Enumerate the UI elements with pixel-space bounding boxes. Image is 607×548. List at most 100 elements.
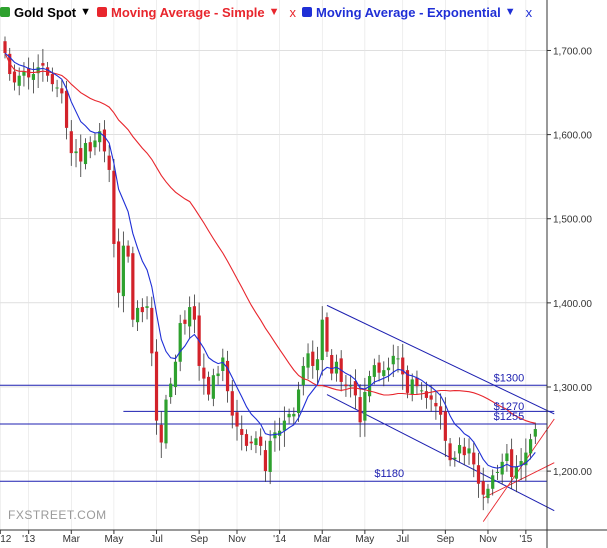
sma-swatch-icon xyxy=(97,7,107,17)
candle-body xyxy=(17,75,21,86)
candle-body xyxy=(112,170,116,244)
candle-body xyxy=(476,465,481,484)
candle-body xyxy=(344,384,348,387)
level-label: $1255 xyxy=(494,411,525,423)
candle-body xyxy=(273,432,277,439)
x-tick-label: Jul xyxy=(150,534,163,545)
candle-body xyxy=(154,351,159,421)
candle-body xyxy=(349,385,353,387)
candle-body xyxy=(457,445,462,454)
candle-body xyxy=(79,148,83,162)
level-label: $1300 xyxy=(494,372,525,384)
candle-body xyxy=(481,481,485,495)
watermark: FXSTREET.COM xyxy=(8,508,107,522)
candle-body xyxy=(244,434,249,446)
moving-averages xyxy=(4,52,536,469)
candle-body xyxy=(93,140,97,148)
ema-selector[interactable]: Moving Average - Exponential ▼ x xyxy=(302,5,532,20)
candle-body xyxy=(211,375,215,399)
candle-body xyxy=(121,245,125,297)
candle-body xyxy=(315,359,320,371)
candle-body xyxy=(235,412,239,427)
candle-body xyxy=(249,441,253,444)
candle-body xyxy=(420,390,424,392)
sma-close-icon[interactable]: x xyxy=(289,4,297,20)
candle-body xyxy=(55,87,59,89)
y-tick-label: 1,200.00 xyxy=(553,467,592,478)
candle-body xyxy=(192,306,196,320)
candle-body xyxy=(377,362,381,373)
candle-body xyxy=(230,391,234,416)
ema-caret-icon[interactable]: ▼ xyxy=(504,6,516,18)
candle-body xyxy=(472,452,476,465)
candle-body xyxy=(396,358,400,360)
candle-body xyxy=(287,413,291,418)
ema-close-icon[interactable]: x xyxy=(525,4,533,20)
candle-body xyxy=(259,436,263,446)
x-tick-label: Mar xyxy=(63,534,81,545)
candle-body xyxy=(311,351,315,366)
candle-body xyxy=(296,389,301,414)
candle-body xyxy=(164,399,168,444)
gold-caret-icon[interactable]: ▼ xyxy=(80,6,91,18)
candle-body xyxy=(462,446,466,456)
candle-body xyxy=(301,365,305,386)
candle-body xyxy=(188,307,192,327)
candle-body xyxy=(524,452,528,466)
candle-body xyxy=(405,370,410,393)
candle-body xyxy=(495,471,500,473)
candle-body xyxy=(448,443,452,461)
candle-body xyxy=(216,373,220,377)
x-tick-label: Jul xyxy=(396,534,409,545)
candle-body xyxy=(159,424,163,443)
candle-body xyxy=(306,353,310,368)
candle-body xyxy=(207,376,211,395)
candle-body xyxy=(401,357,405,375)
sma-label: Moving Average - Simple xyxy=(111,4,265,20)
candle-body xyxy=(443,411,447,441)
candle-body xyxy=(391,355,395,365)
support-line xyxy=(482,418,555,522)
level-label: $1270 xyxy=(494,401,525,413)
candle-body xyxy=(88,142,92,152)
y-tick-label: 1,500.00 xyxy=(553,215,592,226)
candle-body xyxy=(50,74,54,85)
candle-body xyxy=(225,360,230,392)
overlay-lines xyxy=(0,304,555,522)
gold-spot-selector[interactable]: Gold Spot ▼ xyxy=(0,5,91,20)
candle-body xyxy=(202,367,206,379)
candle-body xyxy=(131,253,135,320)
gold-spot-label: Gold Spot xyxy=(14,4,77,20)
candle-body xyxy=(510,449,514,477)
candle-body xyxy=(453,457,457,460)
candle-body xyxy=(98,131,102,143)
candle-body xyxy=(145,306,149,308)
x-tick-label: '15 xyxy=(519,534,532,545)
candle-body xyxy=(12,71,17,83)
y-tick-label: 1,300.00 xyxy=(553,383,592,394)
candle-body xyxy=(140,307,144,313)
candle-body xyxy=(169,383,173,398)
candle-body xyxy=(528,439,533,454)
sma-caret-icon[interactable]: ▼ xyxy=(268,6,280,18)
candle-body xyxy=(358,397,362,423)
candle-body xyxy=(415,377,419,387)
ema-label: Moving Average - Exponential xyxy=(316,4,501,20)
candle-body xyxy=(263,450,268,472)
candle-body xyxy=(500,461,504,475)
candle-body xyxy=(64,90,69,128)
x-tick-label: May xyxy=(355,534,374,545)
chart-toolbar: Gold Spot ▼ Moving Average - Simple ▼ x … xyxy=(0,0,532,24)
candle-body xyxy=(178,323,182,362)
candle-body xyxy=(486,488,490,499)
sma-selector[interactable]: Moving Average - Simple ▼ x xyxy=(97,5,296,20)
candle-body xyxy=(107,155,111,170)
candle-body xyxy=(69,131,73,154)
support-line xyxy=(483,462,555,499)
candle-body xyxy=(221,357,225,371)
candle-body xyxy=(22,71,26,76)
candle-body xyxy=(330,355,334,374)
candle-body xyxy=(505,453,509,462)
